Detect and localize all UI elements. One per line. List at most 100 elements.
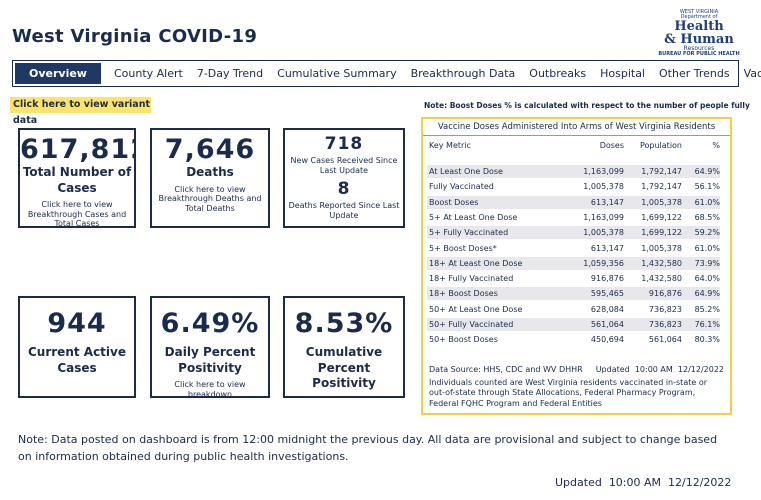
table-row: 50+ Fully Vaccinated 561,064 736,823 76.1% <box>427 318 720 331</box>
stat-label: Current Active Cases <box>28 345 126 375</box>
table-cell: 61.0% <box>694 197 720 207</box>
nav-tab[interactable]: Overview <box>15 63 101 84</box>
table-cell: 1,005,378 <box>583 182 624 192</box>
page-title: West Virginia COVID-19 <box>12 26 258 47</box>
table-cell: 50+ Fully Vaccinated <box>429 320 514 329</box>
logo-text: Department of <box>680 14 718 20</box>
table-cell: 64.0% <box>694 274 720 284</box>
table-row: 50+ At Least One Dose 628,084 736,823 85.2% <box>427 303 720 316</box>
logo: WEST VIRGINIA Department of Health & Hum… <box>655 10 743 57</box>
table-cell: Key Metric <box>429 141 471 150</box>
nav-bar: Overview County Alert 7-Day Trend Cumulativ… <box>12 60 761 87</box>
table-cell: 1,005,378 <box>641 243 682 253</box>
logo-text: & Human <box>664 32 734 47</box>
table-cell: 1,163,099 <box>583 212 624 222</box>
stat-value: 6.49% <box>160 308 260 339</box>
nav-tab[interactable]: County Alert <box>113 67 183 80</box>
table-cell: 73.9% <box>694 258 720 268</box>
table-cell: 613,147 <box>590 243 624 253</box>
table-cell: 1,699,122 <box>641 212 682 222</box>
logo-text: Resources <box>683 45 715 52</box>
table-cell: 5+ Fully Vaccinated <box>429 228 509 238</box>
table-cell: 5+ At Least One Dose <box>429 212 518 222</box>
table-cell: Boost Doses <box>429 197 479 207</box>
vaccine-panel: Vaccine Doses Administered Into Arms of … <box>421 117 732 415</box>
nav-tab[interactable]: Other Trends <box>659 67 730 80</box>
table-cell: 1,059,356 <box>583 258 624 268</box>
table-cell: At Least One Dose <box>429 167 503 176</box>
table-cell: Population <box>639 141 682 150</box>
table-row: 5+ Boost Doses* 613,147 1,005,378 61.0% <box>427 242 720 255</box>
table-cell: 916,876 <box>590 274 624 284</box>
table-cell: 64.9% <box>694 289 720 299</box>
table-cell: 1,005,378 <box>583 228 624 238</box>
nav-tab[interactable]: Vaccine Summary <box>743 67 761 80</box>
stat-link[interactable]: Click here to view Breakthrough Cases an… <box>27 200 127 228</box>
stat-link[interactable]: Click here to view breakdown <box>285 396 403 397</box>
table-row: At Least One Dose 1,163,099 1,792,147 64.9% <box>427 165 720 178</box>
table-cell: 50+ Boost Doses <box>429 335 498 345</box>
stat-card: 617,812Total Number of Cases Click here t… <box>18 128 136 228</box>
stat-value: 718 <box>324 134 364 154</box>
table-updated: Updated 10:00 AM 12/12/2022 <box>595 365 724 374</box>
table-cell: 1,699,122 <box>641 228 682 238</box>
table-row: 5+ At Least One Dose 1,163,099 1,699,122 68… <box>427 211 720 224</box>
stat-label: Cumulative Percent Positivity <box>305 345 383 391</box>
table-row: 5+ Fully Vaccinated 1,005,378 1,699,122 59.… <box>427 226 720 240</box>
variant-link[interactable]: Click here to view variant data <box>10 97 151 126</box>
table-cell: 85.2% <box>694 304 720 314</box>
table-cell: 561,064 <box>648 335 682 345</box>
table-source: Data Source: HHS, CDC and WV DHHR <box>429 365 583 374</box>
stat-card: 944 Current Active Cases <box>18 296 136 398</box>
stat-value: 944 <box>47 308 107 339</box>
logo-text: WEST VIRGINIA <box>679 9 719 15</box>
footer-note: Note: Data posted on dashboard is from 1… <box>18 433 718 463</box>
stat-link[interactable]: Click here to view breakdown <box>174 380 246 398</box>
table-cell: 450,694 <box>590 335 624 345</box>
table-cell: 80.3% <box>694 335 720 345</box>
nav-tab[interactable]: Breakthrough Data <box>410 67 516 80</box>
table-cell: 1,163,099 <box>583 167 624 176</box>
table-cell: 61.0% <box>694 243 720 253</box>
nav-tab[interactable]: Hospital <box>600 67 645 80</box>
nav-tab[interactable]: 7-Day Trend <box>196 67 264 80</box>
table-cell: 76.1% <box>694 320 720 329</box>
table-cell: 50+ At Least One Dose <box>429 304 523 314</box>
table-cell: Doses <box>599 141 624 150</box>
footer-updated: Updated 10:00 AM 12/12/2022 <box>555 476 732 489</box>
table-cell: 736,823 <box>648 320 682 329</box>
table-title: Vaccine Doses Administered Into Arms of … <box>423 122 730 136</box>
stat-label: Total Number of Cases <box>22 165 132 195</box>
table-cell: 561,064 <box>590 320 624 329</box>
stat-card: 8.53% Cumulative Percent Positivity Click … <box>283 296 405 398</box>
table-row: Fully Vaccinated 1,005,378 1,792,147 56.1% <box>427 180 720 193</box>
table-footnote: Individuals counted are West Virginia re… <box>429 378 708 408</box>
table-cell: Fully Vaccinated <box>429 182 494 192</box>
table-cell: 68.5% <box>694 212 720 222</box>
table-cell: 18+ Fully Vaccinated <box>429 274 514 284</box>
table-row: 18+ Fully Vaccinated 916,876 1,432,580 64.0… <box>427 272 720 285</box>
table-cell: 18+ At Least One Dose <box>429 258 523 268</box>
table-cell: 1,432,580 <box>641 274 682 284</box>
nav-tab[interactable]: Cumulative Summary <box>277 67 397 80</box>
nav-tab[interactable]: Outbreaks <box>529 67 587 80</box>
table-cell: 595,465 <box>590 289 624 299</box>
stat-link[interactable]: Click here to view Breakthrough Deaths a… <box>158 184 262 213</box>
table-cell: 628,084 <box>590 304 624 314</box>
table-row: 50+ Boost Doses 450,694 561,064 80.3% <box>427 333 720 346</box>
table-cell: 613,147 <box>590 197 624 207</box>
table-header: Key Metric Doses Population% <box>427 139 720 152</box>
stat-card: 7,646 Deaths Click here to view Breakthrou… <box>150 128 270 228</box>
table-cell: 56.1% <box>694 182 720 192</box>
table-cell: 59.2% <box>694 228 720 238</box>
table-cell: 1,432,580 <box>641 258 682 268</box>
stat-value: 8.53% <box>294 308 394 339</box>
table-row: Boost Doses 613,147 1,005,378 61.0% <box>427 195 720 209</box>
table-cell: 1,005,378 <box>641 197 682 207</box>
table-row: 18+ Boost Doses 595,465 916,876 64.9% <box>427 287 720 301</box>
stat-value: 8 <box>337 179 351 200</box>
boost-note: Note: Boost Doses % is calculated with r… <box>424 101 750 110</box>
table-cell: 18+ Boost Doses <box>429 289 498 299</box>
stat-value: 7,646 <box>164 134 256 165</box>
